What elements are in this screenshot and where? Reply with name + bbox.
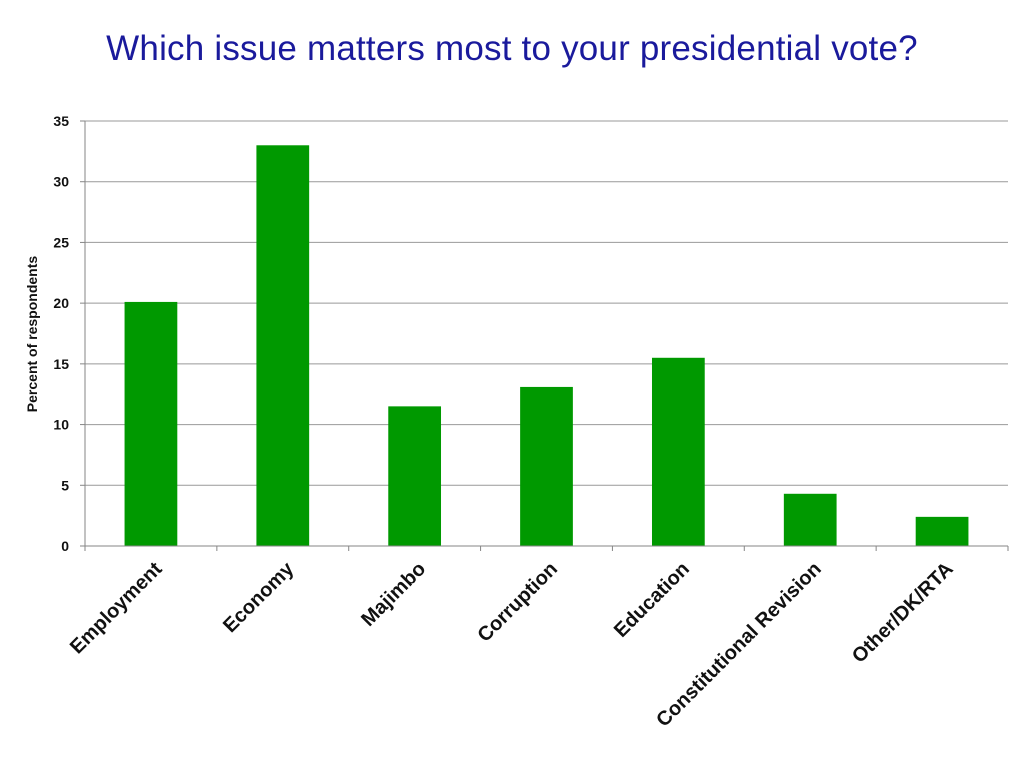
- y-tick-label: 30: [53, 174, 69, 190]
- bar-economy: [256, 145, 310, 547]
- x-tick-label: Economy: [219, 557, 299, 637]
- bar-majimbo: [388, 406, 442, 546]
- y-tick-label: 5: [61, 477, 69, 493]
- x-tick-labels: Employment Economy Majimbo Corruption Educat…: [66, 557, 958, 731]
- bar-employment: [124, 301, 178, 546]
- bars: [124, 145, 969, 547]
- y-tick-label: 0: [61, 538, 69, 554]
- y-tick-label: 35: [53, 113, 69, 129]
- x-tick-label: Employment: [66, 558, 167, 659]
- chart-title: Which issue matters most to your preside…: [106, 29, 918, 68]
- y-tick-label: 10: [53, 417, 69, 433]
- x-tick-label: Majimbo: [357, 558, 430, 631]
- y-tick-labels: 0 5 10 15 20 25 30 35: [53, 113, 69, 554]
- axes: [80, 120, 1009, 551]
- y-axis-label: Percent of respondents: [24, 256, 40, 413]
- y-tick-label: 25: [53, 234, 69, 250]
- bar-corruption: [520, 386, 573, 546]
- bar-education: [651, 357, 705, 546]
- bar-constitutional-revision: [783, 493, 837, 546]
- y-tick-label: 15: [53, 356, 69, 372]
- x-tick-label: Corruption: [473, 558, 562, 647]
- y-tick-label: 20: [53, 295, 69, 311]
- x-tick-label: Other/DK/RTA: [848, 558, 958, 668]
- bar-other-dk-rta: [915, 516, 969, 546]
- x-tick-label: Education: [610, 558, 694, 642]
